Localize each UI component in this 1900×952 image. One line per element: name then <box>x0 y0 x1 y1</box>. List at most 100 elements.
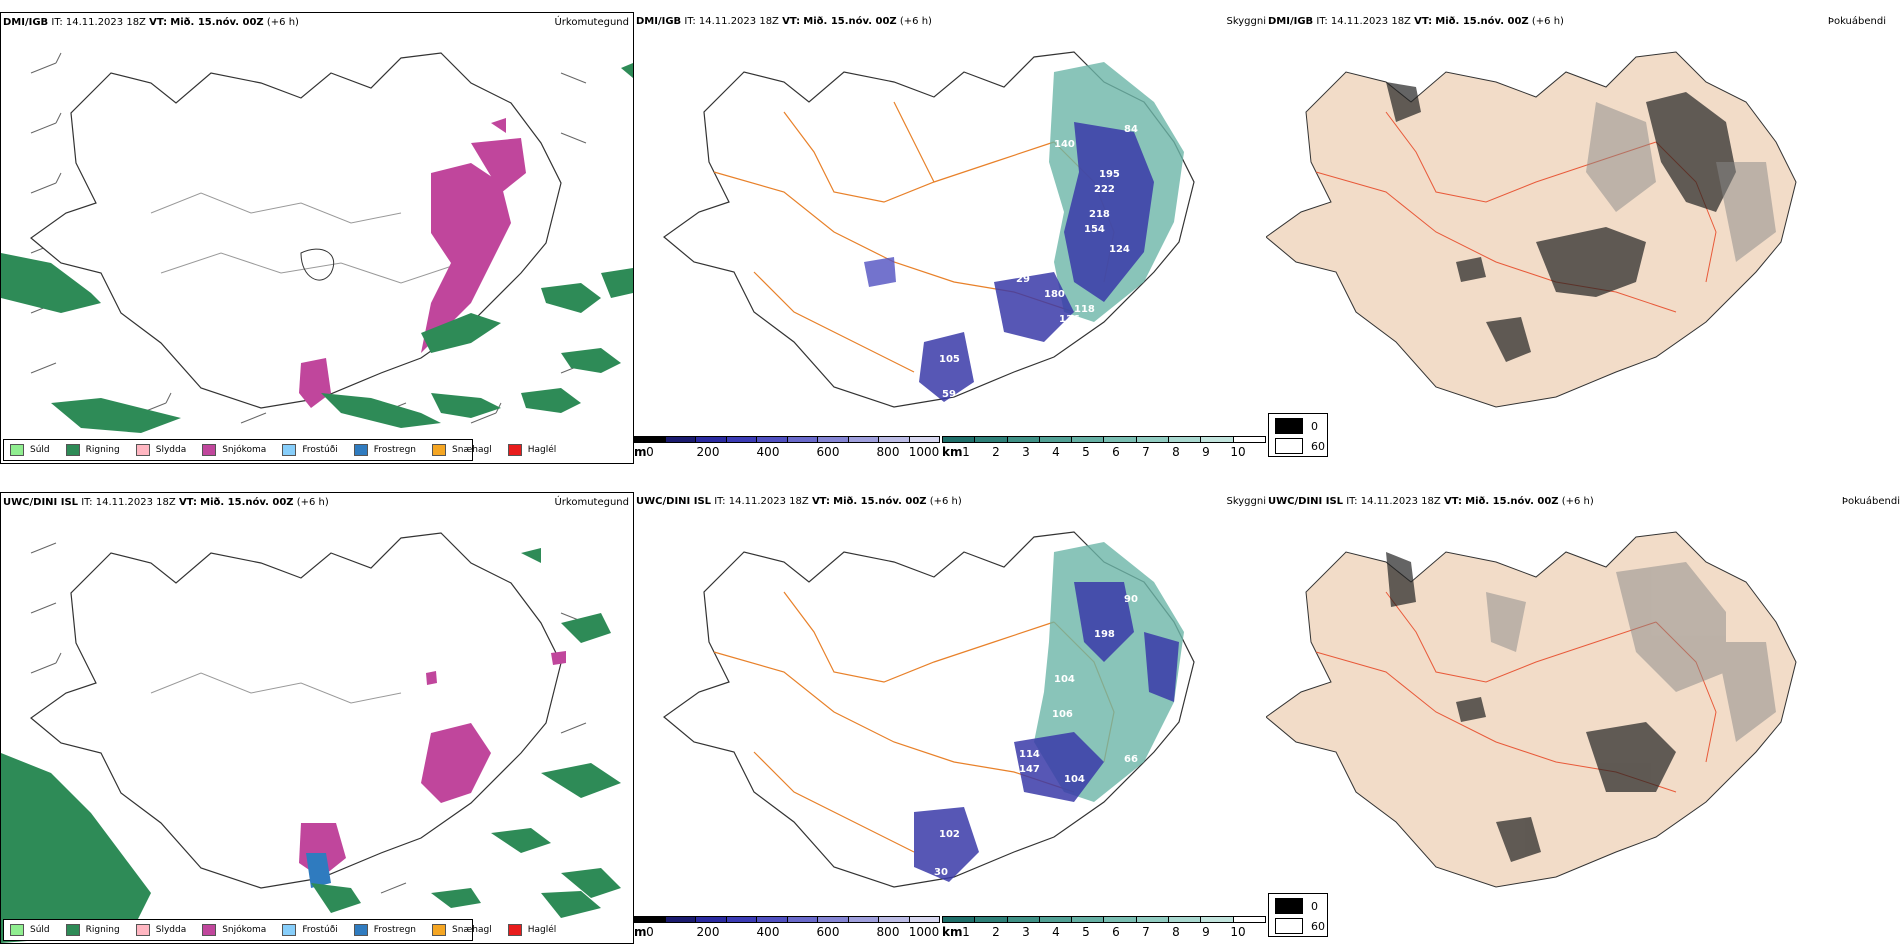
tick-label: 8 <box>1172 445 1180 459</box>
tick-label: 6 <box>1112 445 1120 459</box>
height-colorbar-bottom: 0 200 400 600 800 1000 <box>634 916 940 952</box>
cloud-label: 30 <box>934 867 948 878</box>
legend-item-drizzle: Súld <box>10 444 50 456</box>
legend-swatch <box>282 444 297 456</box>
visibility-colorbar-bottom: 1 2 3 4 5 6 7 8 9 10 <box>942 916 1266 952</box>
legend-item-drizzle: Súld <box>10 924 50 936</box>
cloud-label: 84 <box>1124 124 1138 135</box>
tick-label: 200 <box>696 925 720 939</box>
panel-title: Skyggni <box>1226 496 1266 507</box>
tick-label: 2 <box>992 925 1000 939</box>
precip-type-panel-bottom: UWC/DINI ISL IT: 14.11.2023 18Z VT: Mið.… <box>0 492 634 944</box>
tick-label: 6 <box>1112 925 1120 939</box>
legend-item-snow-grains: Snæhagl <box>432 924 492 936</box>
wind-barbs <box>30 542 587 894</box>
tick-label: 5 <box>1082 445 1090 459</box>
panel-header: UWC/DINI ISL IT: 14.11.2023 18Z VT: Mið.… <box>3 497 329 508</box>
iceland-fog-map <box>1266 531 1797 888</box>
rain-area <box>1 63 633 433</box>
panel-title: Úrkomutegund <box>554 497 629 508</box>
legend-swatch <box>202 444 217 456</box>
legend-item-hail: Haglél <box>507 924 556 936</box>
legend-swatch <box>10 444 24 456</box>
cloud-label: 118 <box>1074 304 1095 315</box>
tick-label: 600 <box>816 445 840 459</box>
height-unit: m <box>634 445 647 459</box>
legend-swatch <box>135 924 150 936</box>
legend-item-freezing-rain: Frostregn <box>353 444 416 456</box>
tick-label: 9 <box>1202 445 1210 459</box>
tick-label: 8 <box>1172 925 1180 939</box>
cloud-label: 198 <box>1094 629 1115 640</box>
panel-header: DMI/IGB IT: 14.11.2023 18Z VT: Mið. 15.n… <box>1268 16 1564 27</box>
cloud-label: 114 <box>1019 749 1040 760</box>
legend-swatch <box>65 444 80 456</box>
legend-swatch <box>432 444 447 456</box>
tick-label: 0 <box>646 925 654 939</box>
precip-type-panel-top: DMI/IGB IT: 14.11.2023 18Z VT: Mið. 15.n… <box>0 12 634 464</box>
legend-swatch <box>507 444 522 456</box>
legend-item-rain: Rigning <box>65 924 120 936</box>
panel-title: Þokuábendi <box>1841 496 1900 507</box>
cloud-label: 124 <box>1109 244 1130 255</box>
tick-label: 7 <box>1142 925 1150 939</box>
panel-header: DMI/IGB IT: 14.11.2023 18Z VT: Mið. 15.n… <box>3 17 299 28</box>
panel-title: Úrkomutegund <box>554 17 629 28</box>
cloud-label: 59 <box>942 389 956 400</box>
cloud-label: 29 <box>1016 274 1030 285</box>
legend-swatch <box>507 924 522 936</box>
tick-label: 800 <box>876 445 900 459</box>
tick-label: 200 <box>696 445 720 459</box>
iceland-cloud-map: 140 84 195 222 218 154 124 29 180 118 13… <box>663 51 1195 408</box>
legend-item-freezing-drizzle: Frostúði <box>282 444 338 456</box>
cloud-label: 222 <box>1094 184 1115 195</box>
panel-header: UWC/DINI ISL IT: 14.11.2023 18Z VT: Mið.… <box>636 496 962 507</box>
cloud-fields <box>864 62 1184 402</box>
iceland-coastline <box>30 532 562 889</box>
visibility-unit: km <box>942 925 963 939</box>
fog-panel-top: DMI/IGB IT: 14.11.2023 18Z VT: Mið. 15.n… <box>1266 12 1900 464</box>
fog-legend-bottom: 0 60 <box>1268 893 1328 937</box>
cloud-base-labels: 140 84 195 222 218 154 124 29 180 118 13… <box>939 124 1138 400</box>
tick-label: 7 <box>1142 445 1150 459</box>
tick-label: 1000 <box>908 925 940 939</box>
cloud-label: 102 <box>939 829 960 840</box>
visibility-colorbar-top: 1 2 3 4 5 6 7 8 9 10 <box>942 436 1266 472</box>
panel-title: Þokuábendi <box>1827 16 1886 27</box>
legend-swatch <box>10 924 24 936</box>
cloud-label: 104 <box>1064 774 1085 785</box>
fog-areas <box>1386 82 1736 362</box>
iceland-precip-map <box>1 52 633 433</box>
tick-label: 3 <box>1022 925 1030 939</box>
height-unit: m <box>634 925 647 939</box>
cloud-label: 147 <box>1019 764 1040 775</box>
legend-swatch <box>282 924 297 936</box>
legend-swatch <box>135 444 150 456</box>
cloud-label: 65 <box>1064 809 1078 820</box>
cloud-panel-bottom: UWC/DINI ISL IT: 14.11.2023 18Z VT: Mið.… <box>634 492 1266 944</box>
tick-label: 9 <box>1202 925 1210 939</box>
tick-label: 4 <box>1052 445 1060 459</box>
fog-legend-top: 0 60 <box>1268 413 1328 457</box>
legend-item-freezing-rain: Frostregn <box>353 924 416 936</box>
tick-label: 10 <box>1230 925 1246 939</box>
cloud-fields <box>914 542 1184 882</box>
height-colorbar-top: 0 200 400 600 800 1000 <box>634 436 940 472</box>
legend-swatch <box>65 924 80 936</box>
cloud-panel-top: DMI/IGB IT: 14.11.2023 18Z VT: Mið. 15.n… <box>634 12 1266 464</box>
panel-title: Skyggni <box>1226 16 1266 27</box>
legend-item-rain: Rigning <box>65 444 120 456</box>
precip-type-legend: Súld Rigning Slydda Snjókoma Frostúði Fr… <box>3 439 556 461</box>
iceland-land <box>1266 51 1797 408</box>
cloud-label: 104 <box>1054 674 1075 685</box>
tick-label: 3 <box>1022 445 1030 459</box>
legend-swatch <box>353 924 368 936</box>
legend-item-freezing-drizzle: Frostúði <box>282 924 338 936</box>
cloud-label: 90 <box>1124 594 1138 605</box>
cloud-label: 154 <box>1084 224 1105 235</box>
tick-label: 4 <box>1052 925 1060 939</box>
cloud-label: 106 <box>1052 709 1073 720</box>
legend-swatch <box>353 444 368 456</box>
legend-item-snow: Snjókoma <box>202 924 266 936</box>
tick-label: 800 <box>876 925 900 939</box>
